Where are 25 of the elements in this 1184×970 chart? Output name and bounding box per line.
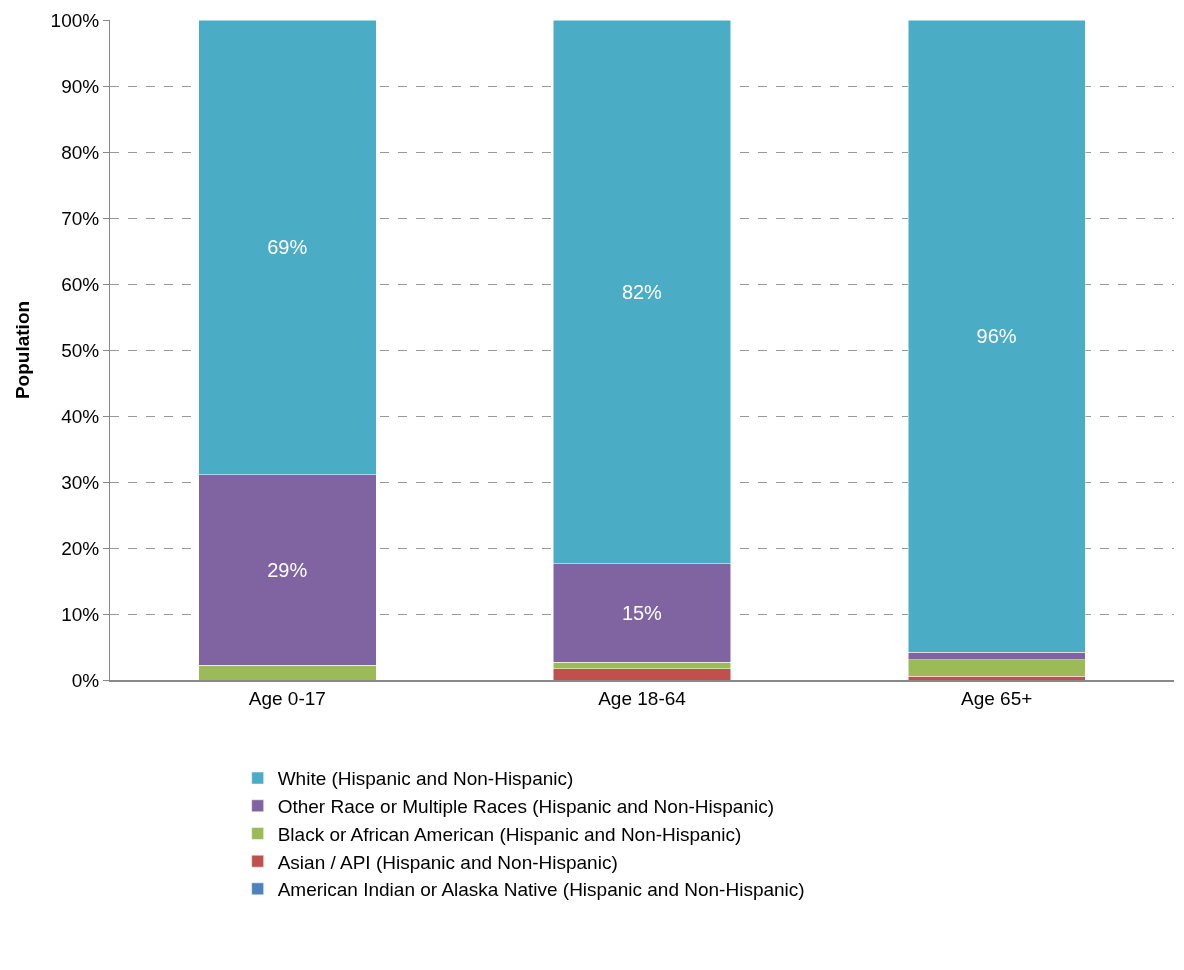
y-tick-label: 70% — [61, 207, 100, 229]
data-label: 69% — [267, 236, 308, 259]
y-tick-label: 90% — [61, 75, 100, 97]
x-tick-label: Age 18-64 — [598, 687, 687, 709]
x-tick-label: Age 0-17 — [248, 687, 326, 709]
y-tick-label: 50% — [61, 339, 100, 361]
data-label: 96% — [976, 325, 1017, 348]
legend-label: Other Race or Multiple Races (Hispanic and Non-Hispanic) — [277, 796, 774, 818]
legend-label: White (Hispanic and Non-Hispanic) — [277, 768, 574, 790]
legend-label: Asian / API (Hispanic and Non-Hispanic) — [277, 851, 618, 873]
legend-label: Black or African American (Hispanic and Non-Hispanic) — [277, 823, 742, 845]
data-label: 29% — [267, 559, 308, 582]
y-tick-label: 10% — [61, 603, 100, 625]
data-label: 15% — [621, 602, 663, 625]
y-tick-label: 20% — [61, 537, 100, 559]
legend-label: American Indian or Alaska Native (Hispanic and Non-Hispanic) — [277, 879, 805, 901]
y-tick-label: 80% — [61, 141, 100, 163]
y-tick-label: 100% — [50, 9, 100, 31]
y-tick-label: 30% — [61, 471, 100, 493]
y-tick-label: 0% — [71, 669, 100, 691]
y-axis-title: Population — [12, 300, 34, 400]
y-tick-label: 60% — [61, 273, 100, 295]
y-tick-label: 40% — [61, 405, 100, 427]
data-label: 82% — [621, 280, 663, 303]
x-tick-label: Age 65+ — [961, 687, 1033, 709]
